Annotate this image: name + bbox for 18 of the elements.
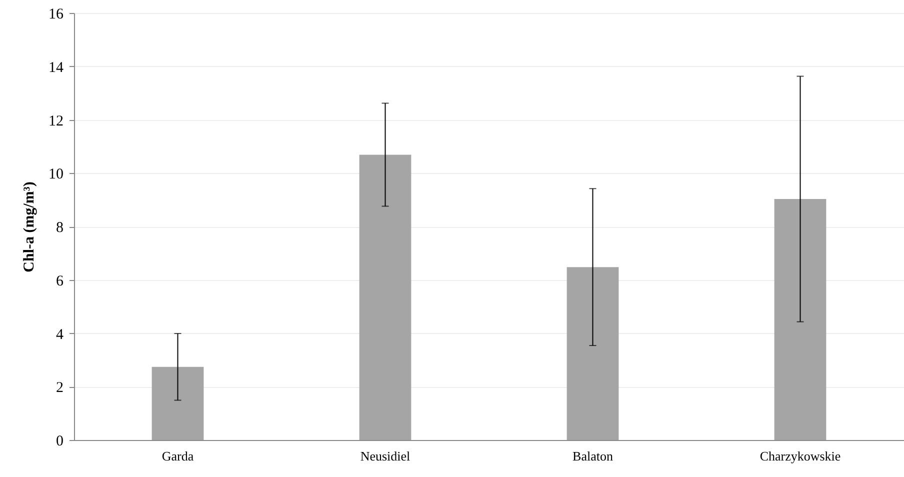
y-tick-label: 6 bbox=[56, 273, 64, 290]
bar bbox=[566, 267, 619, 440]
x-tick-label: Balaton bbox=[572, 448, 614, 464]
y-axis-title: Chl-a (mg/m³) bbox=[22, 182, 38, 272]
x-tick-label: Garda bbox=[162, 448, 194, 464]
y-tick-label: 12 bbox=[48, 113, 64, 130]
y-tick-label: 10 bbox=[48, 166, 64, 183]
y-tick-label: 0 bbox=[56, 434, 64, 450]
y-tick-label: 8 bbox=[56, 220, 64, 236]
bar bbox=[152, 366, 204, 440]
bar bbox=[774, 199, 826, 440]
bar bbox=[359, 154, 412, 440]
y-tick-label: 2 bbox=[56, 380, 64, 396]
y-tick-label: 16 bbox=[48, 6, 64, 22]
x-tick-label: Charzykowskie bbox=[760, 448, 841, 464]
y-tick-label: 4 bbox=[56, 326, 64, 343]
x-tick-label: Neusidiel bbox=[360, 448, 411, 464]
y-tick-label: 14 bbox=[48, 60, 64, 76]
